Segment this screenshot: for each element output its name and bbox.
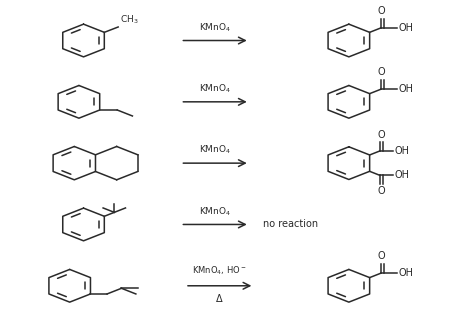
- Text: KMnO$_4$: KMnO$_4$: [199, 144, 231, 156]
- Text: no reaction: no reaction: [263, 220, 318, 229]
- Text: O: O: [377, 186, 385, 196]
- Text: KMnO$_4$: KMnO$_4$: [199, 205, 231, 218]
- Text: KMnO$_4$: KMnO$_4$: [199, 83, 231, 95]
- Text: CH$_3$: CH$_3$: [120, 13, 139, 26]
- Text: OH: OH: [395, 170, 410, 180]
- Text: $\Delta$: $\Delta$: [215, 292, 224, 304]
- Text: O: O: [377, 6, 385, 16]
- Text: KMnO$_4$: KMnO$_4$: [199, 21, 231, 34]
- Text: OH: OH: [395, 146, 410, 156]
- Text: O: O: [377, 130, 385, 140]
- Text: O: O: [377, 67, 385, 77]
- Text: KMnO$_4$, HO$^-$: KMnO$_4$, HO$^-$: [192, 264, 247, 277]
- Text: OH: OH: [399, 84, 414, 94]
- Text: O: O: [377, 251, 385, 261]
- Text: OH: OH: [399, 23, 414, 33]
- Text: OH: OH: [399, 268, 414, 278]
